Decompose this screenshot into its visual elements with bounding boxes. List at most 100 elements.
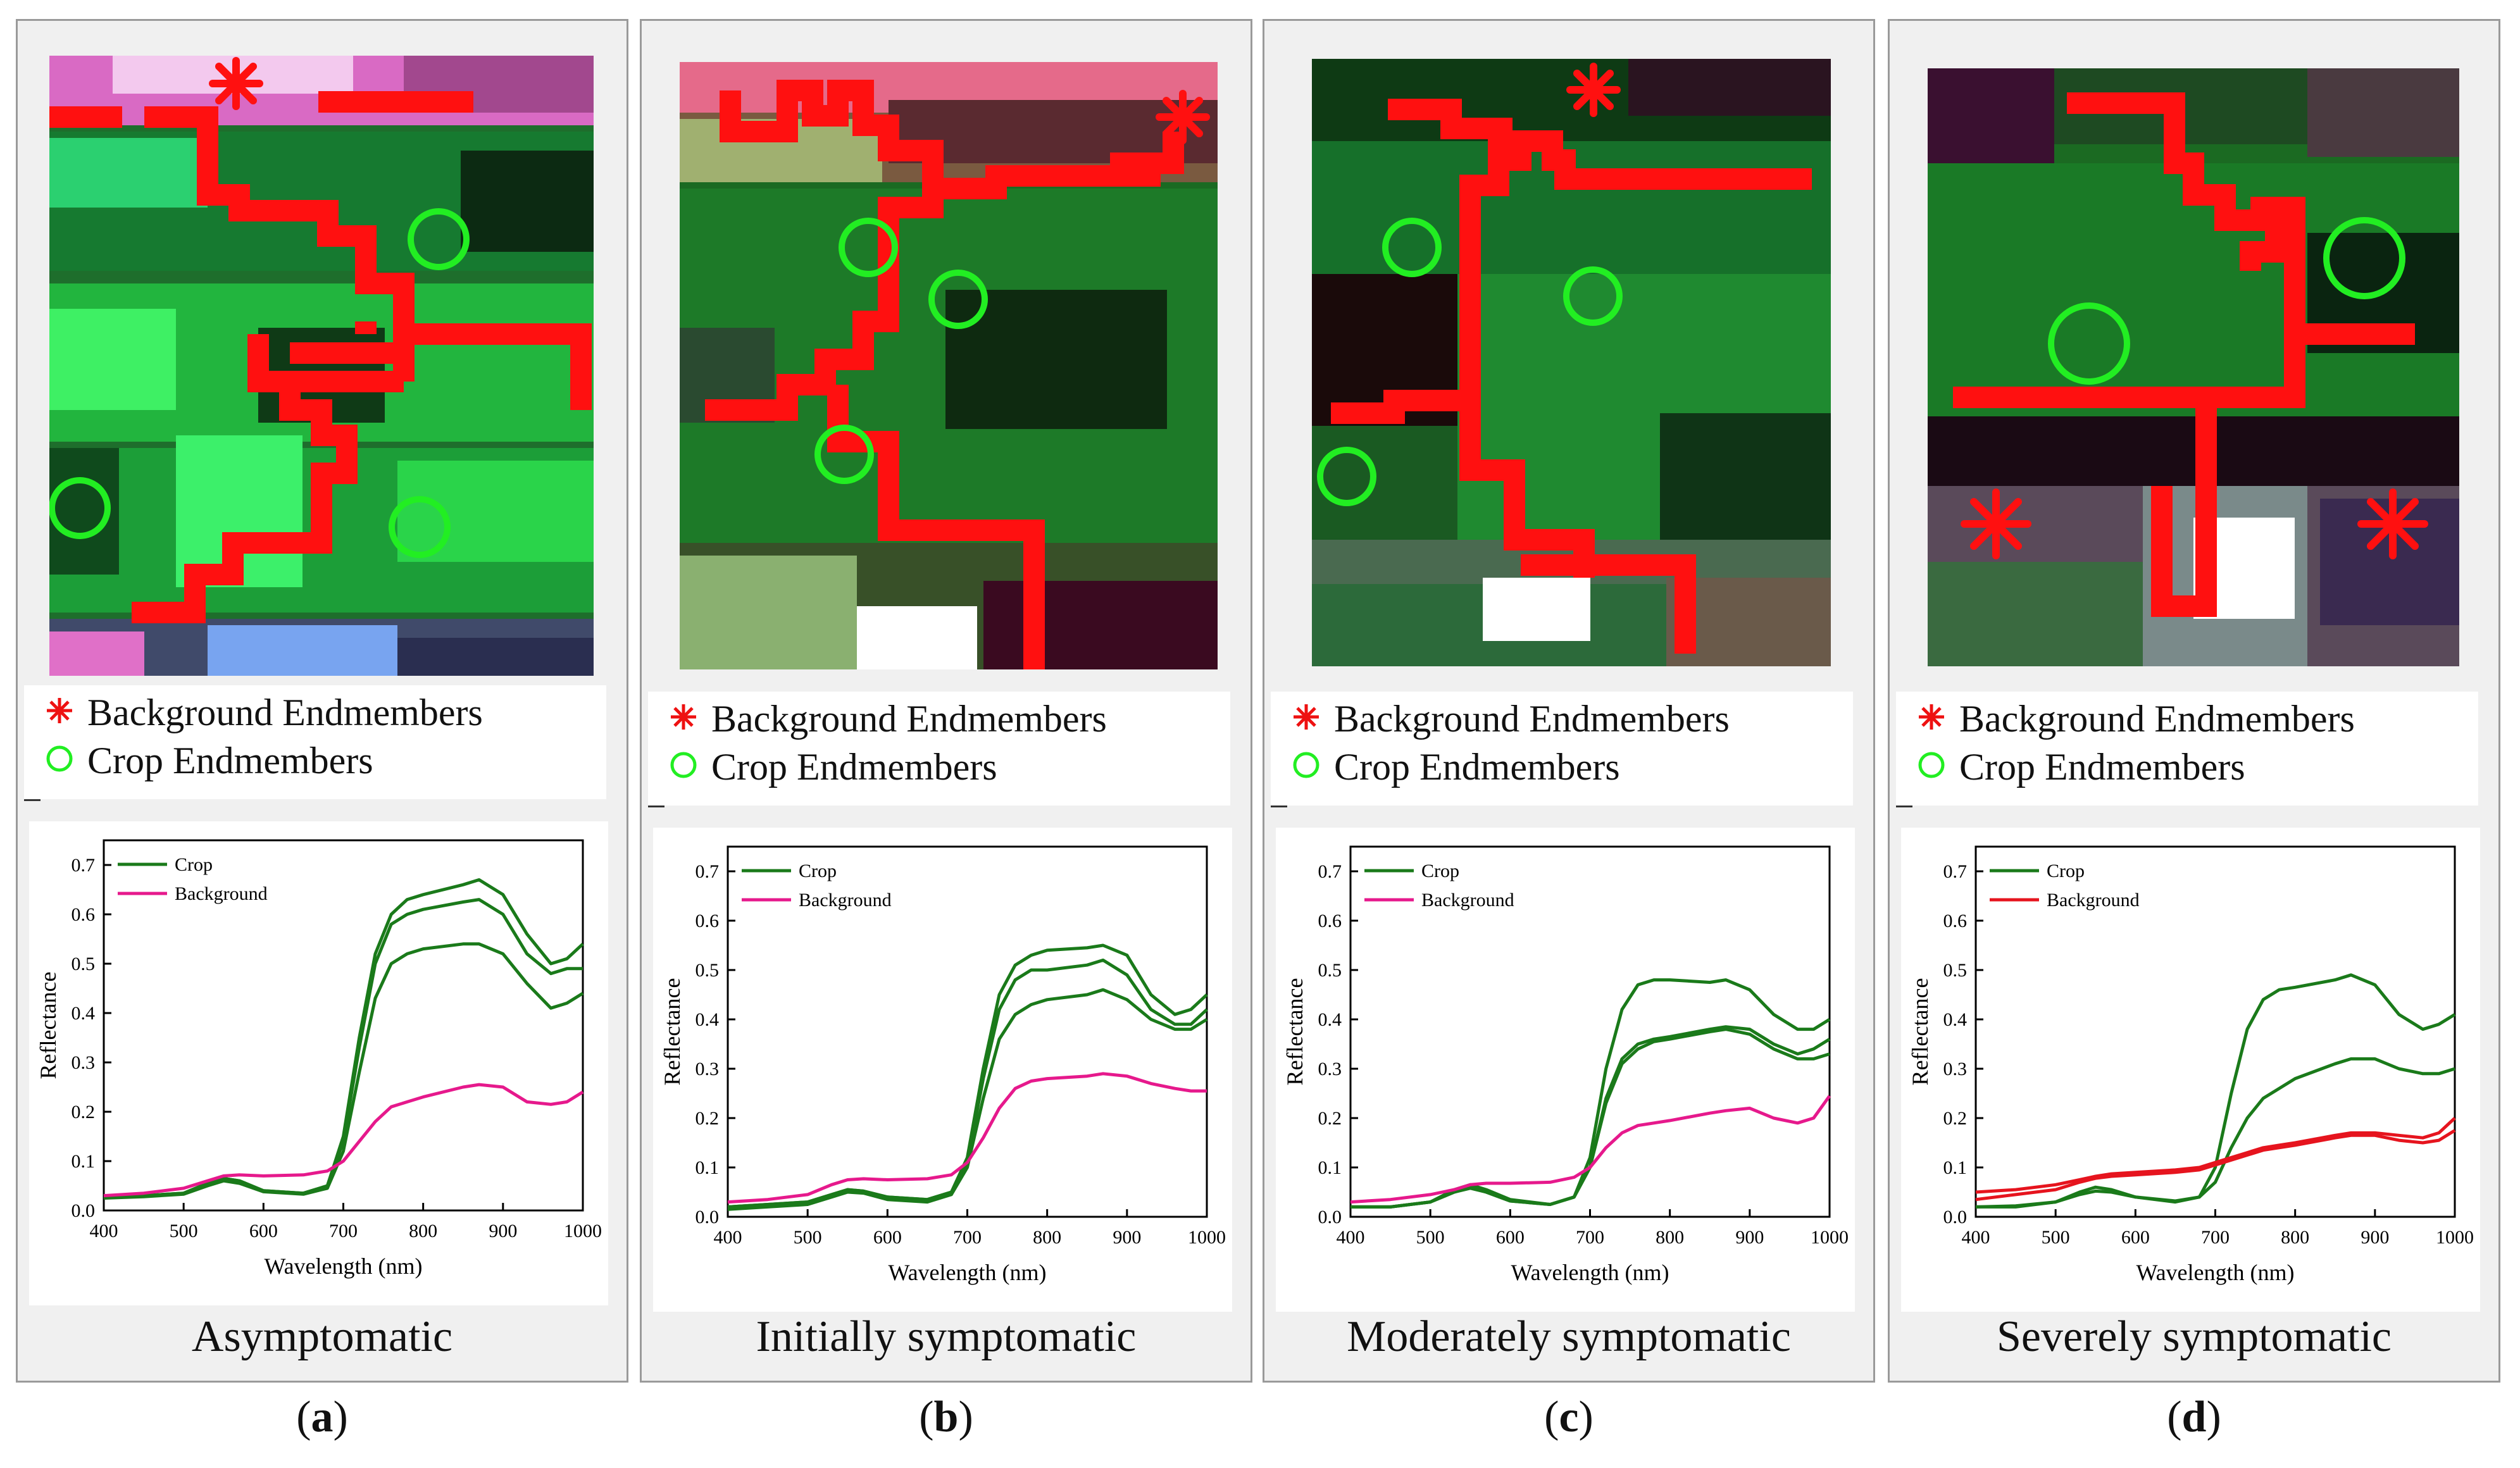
background-endmember-marker-c1 <box>1566 63 1621 117</box>
false-color-composite-a <box>49 56 594 676</box>
x-axis-label: Wavelength (nm) <box>264 1253 422 1279</box>
x-tick-label: 900 <box>1113 1227 1141 1248</box>
legend-background-label: Background Endmembers <box>87 692 483 733</box>
series-line-background-3 <box>103 1083 584 1198</box>
label-letter-b: b <box>933 1393 959 1441</box>
series-line-background-3 <box>1975 1129 2456 1202</box>
reflectance-plot-c: 400 500 600 700 800 900 1000 0.0 0.1 0.2 0.3 0.4 0.5… <box>1282 845 1849 1285</box>
crop-endmember-marker-b2 <box>928 270 988 329</box>
y-tick-label: 0.6 <box>72 904 96 925</box>
label-letter-c: c <box>1559 1393 1579 1441</box>
y-tick-label: 0.4 <box>1318 1009 1342 1030</box>
y-tick-label: 0.0 <box>1943 1207 1968 1228</box>
y-tick-label: 0.5 <box>1318 960 1342 981</box>
x-tick-label: 800 <box>409 1221 437 1241</box>
x-tick-label: 400 <box>714 1227 742 1248</box>
y-tick-label: 0.7 <box>1318 861 1342 882</box>
y-tick-label: 0.6 <box>1943 911 1968 931</box>
x-tick-label: 500 <box>794 1227 822 1248</box>
separator-mark <box>1271 806 1287 807</box>
subfigure-label-d: (d) <box>2167 1393 2221 1441</box>
separator-mark <box>1896 806 1912 807</box>
reflectance-plot-d: 400 500 600 700 800 900 1000 0.0 0.1 0.2 0.3 0.4 0.5… <box>1907 845 2474 1285</box>
panel-caption-a: Asymptomatic <box>191 1312 453 1361</box>
y-tick-label: 0.7 <box>695 861 720 882</box>
y-tick-label: 0.1 <box>1318 1157 1342 1178</box>
spectrum-chart-c: 400 500 600 700 800 900 1000 0.0 0.1 0.2 0.3 0.4 0.5… <box>1276 828 1855 1312</box>
label-letter-d: d <box>2181 1393 2207 1441</box>
y-axis-label: Reflectance <box>1282 978 1307 1086</box>
reflectance-plot-b: 400 500 600 700 800 900 1000 0.0 0.1 0.2 0.3 0.4 0.5… <box>659 845 1226 1285</box>
y-tick-label: 0.7 <box>72 855 96 876</box>
series-line-background-3 <box>1350 1095 1831 1204</box>
series-line-crop-1 <box>104 898 583 1198</box>
series-line-crop-2 <box>727 988 1208 1211</box>
x-tick-label: 600 <box>249 1221 278 1241</box>
false-color-composite-b <box>680 62 1218 669</box>
y-tick-label: 0.2 <box>695 1108 720 1129</box>
crop-endmember-marker-a2 <box>49 477 111 539</box>
series-line-crop-2 <box>103 942 584 1200</box>
legend-background-label: Background Endmembers <box>1959 698 2355 740</box>
legend-crop-label: Crop Endmembers <box>87 740 373 781</box>
x-tick-label: 600 <box>2121 1227 2150 1248</box>
x-tick-label: 700 <box>329 1221 358 1241</box>
series-line-background-3 <box>727 1072 1207 1204</box>
y-tick-label: 0.6 <box>695 911 720 931</box>
x-tick-label: 800 <box>1033 1227 1061 1248</box>
legend-a: Background Endmembers Crop Endmembers <box>24 685 606 799</box>
separator-mark <box>648 806 664 807</box>
background-endmember-marker-d2 <box>2357 488 2428 559</box>
panel-caption-d: Severely symptomatic <box>1996 1312 2392 1361</box>
y-tick-label: 0.3 <box>1318 1059 1342 1079</box>
y-tick-label: 0.5 <box>1943 960 1968 981</box>
legend-background-label: Background Endmembers <box>711 698 1107 740</box>
legend-crop-label: Crop Endmembers <box>711 746 997 788</box>
panel-a: Background Endmembers Crop Endmembers 40… <box>16 19 628 1383</box>
x-tick-label: 400 <box>1962 1227 1990 1248</box>
circle-icon <box>1918 752 1945 778</box>
series-line-crop-2 <box>1350 1028 1830 1209</box>
panel-b: Background Endmembers Crop Endmembers 40… <box>640 19 1252 1383</box>
panel-d: Background Endmembers Crop Endmembers 40… <box>1888 19 2500 1383</box>
asterisk-icon <box>1294 704 1319 730</box>
y-tick-label: 0.1 <box>72 1151 96 1172</box>
asterisk-icon <box>671 704 696 730</box>
y-tick-label: 0.5 <box>72 954 96 974</box>
x-tick-label: 900 <box>1735 1227 1764 1248</box>
y-tick-label: 0.4 <box>72 1003 96 1024</box>
y-tick-label: 0.7 <box>1943 861 1968 882</box>
separator-mark <box>24 799 41 801</box>
x-axis-label: Wavelength (nm) <box>888 1260 1046 1285</box>
panel-caption-b: Initially symptomatic <box>756 1312 1137 1361</box>
y-tick-label: 0.3 <box>72 1052 96 1073</box>
series-line-crop-0 <box>1976 973 2456 1209</box>
y-tick-label: 0.4 <box>1943 1009 1968 1030</box>
y-tick-label: 0.0 <box>695 1207 720 1228</box>
legend-b: Background Endmembers Crop Endmembers <box>648 692 1230 806</box>
crop-endmember-marker-c1 <box>1382 218 1442 277</box>
series-line-crop-1 <box>727 958 1208 1209</box>
label-letter-a: a <box>311 1393 334 1441</box>
crop-endmember-marker-a1 <box>408 208 470 270</box>
crop-endmember-marker-a3 <box>389 496 451 558</box>
legend-crop-label: Crop Endmembers <box>1334 746 1620 788</box>
series-line-crop-0 <box>1350 978 1831 1209</box>
circle-icon <box>670 752 697 778</box>
legend-entry: Crop <box>175 854 213 875</box>
legend-background-label: Background Endmembers <box>1334 698 1730 740</box>
x-tick-label: 400 <box>90 1221 118 1241</box>
x-tick-label: 500 <box>1416 1227 1445 1248</box>
legend-entry: Crop <box>2047 861 2085 881</box>
reflectance-plot-a: 400 500 600 700 800 900 1000 0.0 0.1 0.2 0.3 0.4 0.5… <box>35 839 602 1279</box>
x-tick-label: 400 <box>1337 1227 1365 1248</box>
legend-entry: Crop <box>799 861 837 881</box>
y-axis-label: Reflectance <box>35 972 61 1079</box>
y-tick-label: 0.4 <box>695 1009 720 1030</box>
hyperspectral-image-c <box>1312 59 1831 666</box>
series-line-crop-1 <box>1350 1025 1831 1209</box>
x-tick-label: 600 <box>873 1227 902 1248</box>
y-tick-label: 0.2 <box>72 1102 96 1123</box>
x-tick-label: 500 <box>2042 1227 2070 1248</box>
legend-c: Background Endmembers Crop Endmembers <box>1271 692 1853 806</box>
